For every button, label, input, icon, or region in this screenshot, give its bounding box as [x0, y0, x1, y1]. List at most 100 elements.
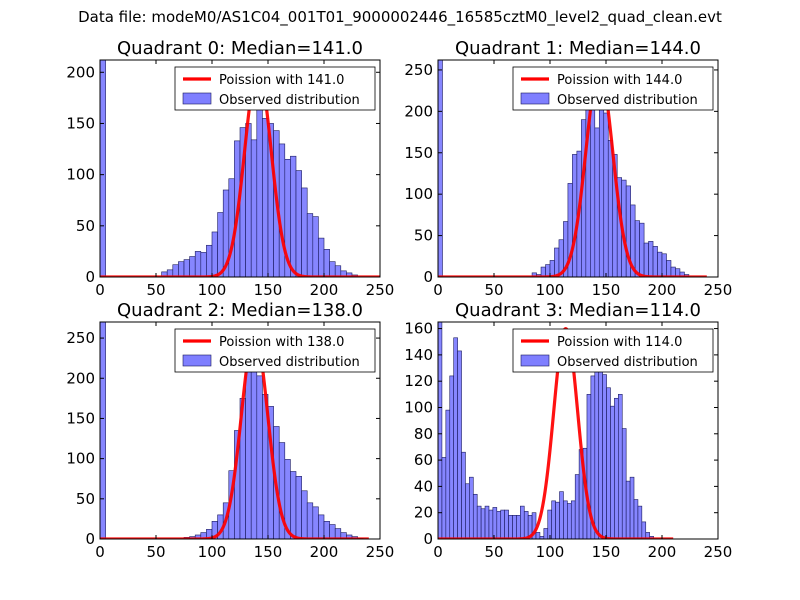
quadrant-0-plot-area — [100, 60, 380, 277]
histogram-bar — [652, 246, 658, 277]
histogram-bar — [492, 507, 498, 539]
x-tick-label: 200 — [310, 281, 339, 299]
legend: Poission with 144.0 Observed distribution — [512, 66, 714, 111]
y-tick-label: 100 — [66, 450, 95, 468]
histogram-bar — [329, 524, 336, 539]
histogram-bar — [484, 505, 490, 539]
histogram-bar — [476, 505, 482, 539]
histogram-bar — [445, 409, 451, 539]
histogram-bar — [523, 511, 529, 539]
x-tick-label: 100 — [536, 281, 565, 299]
y-tick-label: 150 — [66, 114, 95, 132]
histogram-bar — [648, 241, 654, 277]
histogram-bar — [469, 476, 474, 539]
histogram-bar — [606, 387, 611, 539]
x-tick-label: 0 — [95, 281, 105, 299]
histogram-bar — [250, 353, 258, 539]
histogram-bar — [301, 187, 308, 277]
histogram-bar — [290, 155, 297, 277]
legend-bar-label: Observed distribution — [219, 93, 360, 108]
y-tick-label: 0 — [85, 530, 95, 548]
histogram-bar — [594, 127, 600, 277]
quadrant-3-plot: 0 50 100 150 200 250 0 20 40 60 80 100 120 140 160 Quad… — [404, 300, 732, 561]
histogram-bar — [594, 358, 600, 539]
histogram-bar — [217, 212, 224, 277]
histogram-bar — [329, 261, 336, 277]
legend-bar-label: Observed distribution — [557, 355, 698, 370]
x-tick-label: 0 — [95, 543, 105, 561]
histogram-bar — [183, 259, 190, 277]
quadrant-2-plot: 0 50 100 150 200 250 0 50 100 150 200 250 Quadrant 2… — [66, 300, 394, 561]
histogram-bar — [641, 521, 647, 539]
poisson-curve — [438, 326, 675, 539]
histogram-bar — [472, 493, 478, 539]
histogram-bar — [618, 394, 623, 539]
quadrant-title: Quadrant 3: Median=114.0 — [455, 300, 701, 321]
x-tick-label: 100 — [198, 543, 227, 561]
histogram-bar — [555, 501, 560, 539]
quadrant-1-plot: 0 50 100 150 200 250 0 50 100 150 200 250 Quadrant 1… — [404, 38, 732, 299]
y-tick-label: 0 — [85, 268, 95, 286]
y-tick-label: 50 — [76, 217, 95, 235]
x-tick-label: 250 — [704, 281, 733, 299]
x-tick-label: 200 — [648, 543, 677, 561]
histogram-bar — [547, 509, 552, 539]
histogram-bar — [256, 375, 263, 539]
legend-bar-label: Observed distribution — [219, 355, 360, 370]
x-tick-label: 0 — [433, 281, 443, 299]
histogram-bar — [563, 500, 568, 539]
histogram-bar — [441, 457, 447, 539]
histogram-bar — [312, 216, 319, 277]
poisson-curve — [100, 332, 370, 539]
histogram-bar — [629, 476, 635, 539]
histogram-bar — [194, 251, 202, 277]
histogram-bar — [504, 509, 509, 539]
y-tick-label: 50 — [76, 490, 95, 508]
quadrant-title: Quadrant 1: Median=144.0 — [455, 38, 701, 59]
histogram-bar — [633, 499, 639, 539]
axes-frame — [99, 59, 381, 278]
y-tick-label: 100 — [404, 185, 433, 203]
x-tick-label: 50 — [146, 543, 165, 561]
quadrant-2-plot-area — [100, 322, 370, 539]
histogram-bar — [228, 178, 235, 277]
x-tick-label: 200 — [648, 281, 677, 299]
histogram-bar — [438, 60, 443, 277]
legend-line-label: Poission with 114.0 — [557, 335, 682, 350]
histogram-bar — [323, 521, 330, 539]
x-tick-label: 50 — [484, 281, 503, 299]
histogram-bar — [438, 322, 443, 539]
legend-bar-swatch — [182, 92, 212, 105]
histogram-bar — [645, 532, 650, 539]
histogram-bar — [278, 143, 286, 277]
poisson-curve — [100, 67, 380, 277]
histogram-bar — [549, 260, 555, 277]
histogram-bar — [306, 213, 314, 277]
histogram-bar — [572, 154, 578, 277]
histogram-bar — [206, 244, 213, 277]
x-tick-label: 150 — [254, 543, 283, 561]
y-tick-label: 50 — [414, 227, 433, 245]
x-tick-label: 100 — [536, 543, 565, 561]
histogram-bar — [625, 480, 631, 539]
legend-bar-swatch — [520, 92, 550, 105]
x-tick-label: 250 — [366, 543, 395, 561]
y-tick-label: 60 — [414, 451, 433, 469]
histogram-bar — [621, 428, 627, 539]
histogram-bar — [306, 502, 314, 539]
histogram-bar — [607, 140, 614, 277]
y-tick-label: 160 — [404, 320, 433, 338]
y-tick-label: 140 — [404, 346, 433, 364]
histogram-bar — [488, 509, 494, 539]
histogram-bar — [301, 490, 308, 539]
histogram-bar — [598, 365, 603, 539]
axes-frame — [437, 59, 719, 278]
histogram-bar — [500, 509, 505, 539]
histogram-bar — [545, 264, 551, 277]
y-tick-label: 150 — [66, 409, 95, 427]
x-tick-label: 50 — [484, 543, 503, 561]
histogram-bar — [295, 476, 302, 539]
legend: Poission with 114.0 Observed distribution — [512, 328, 714, 373]
legend-line-label: Poission with 138.0 — [219, 335, 344, 350]
histogram-bar — [256, 102, 263, 277]
